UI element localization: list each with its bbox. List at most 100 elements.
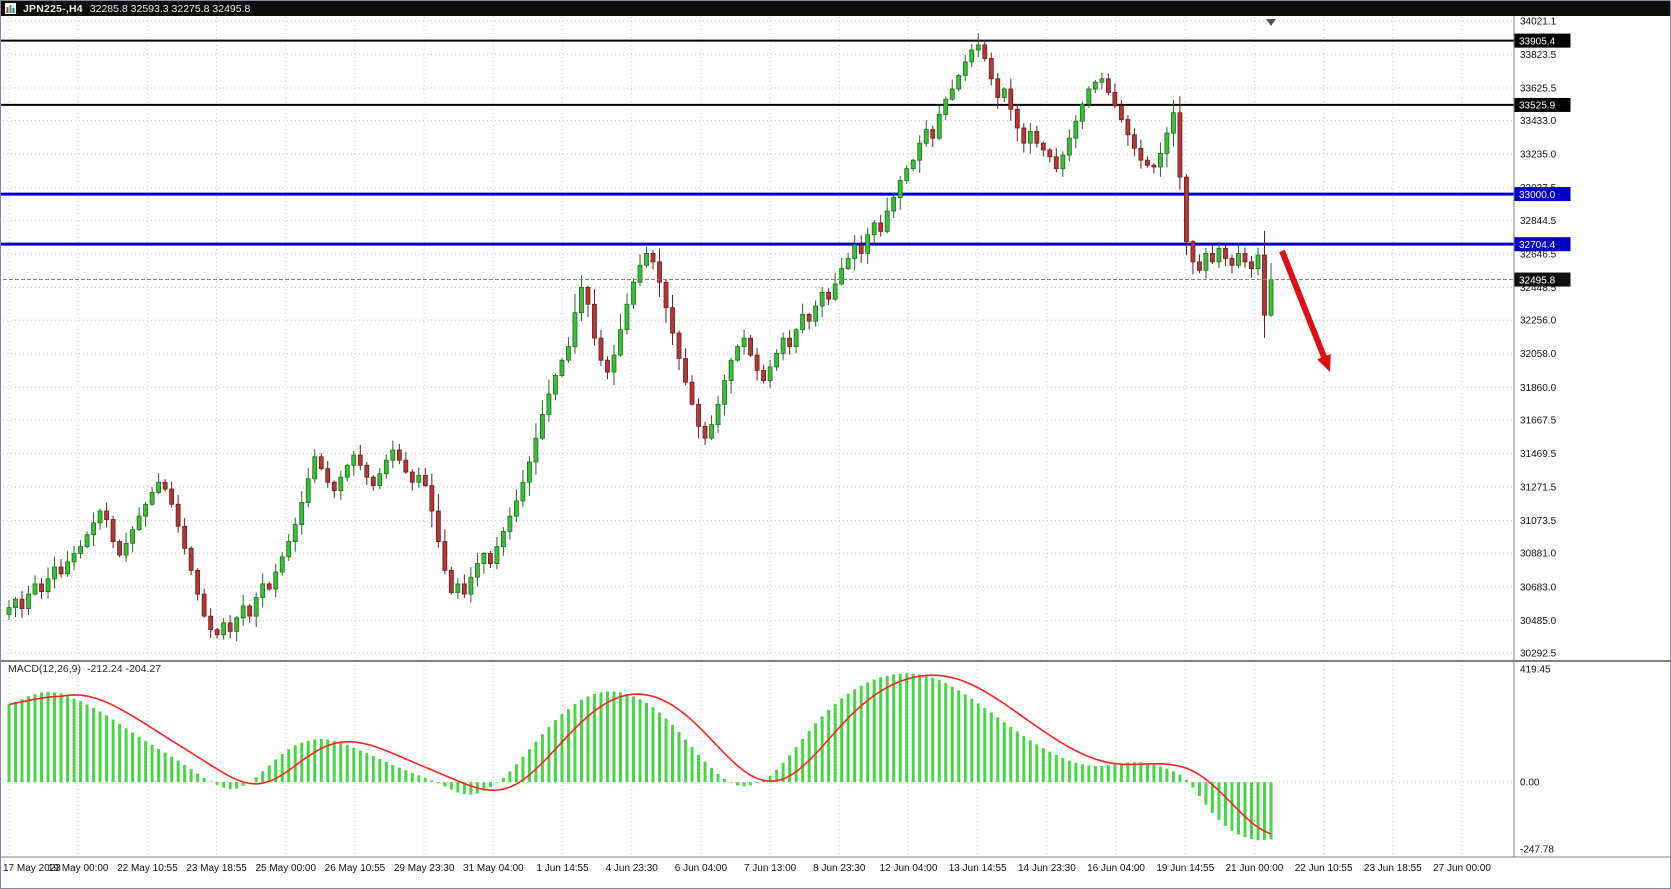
price-axis-label[interactable]: 32058.0 — [1520, 349, 1557, 360]
time-axis-label[interactable]: 13 Jun 14:55 — [949, 863, 1007, 874]
macd-values: -212.24 -204.27 — [86, 663, 162, 675]
time-axis-label[interactable]: 23 May 18:55 — [186, 863, 247, 874]
candle-body — [1138, 147, 1144, 161]
candle-body — [292, 524, 298, 542]
candle-body — [318, 456, 324, 470]
time-axis-label[interactable]: 17 May 2023 — [3, 863, 61, 874]
price-axis-label[interactable]: 33625.5 — [1520, 84, 1557, 95]
candle-body — [767, 366, 773, 381]
candle-body — [1125, 119, 1131, 136]
price-axis-label[interactable]: 32646.5 — [1520, 249, 1557, 260]
chart-shift-marker-icon[interactable] — [1266, 19, 1276, 26]
time-axis-label[interactable]: 21 Jun 00:00 — [1226, 863, 1284, 874]
time-axis-label[interactable]: 19 Jun 14:55 — [1156, 863, 1214, 874]
candle-body — [631, 281, 636, 305]
candle-body — [1242, 253, 1248, 263]
candle-body — [527, 461, 532, 483]
candle-body — [331, 481, 337, 492]
candle-body — [663, 281, 669, 309]
price-axis-label[interactable]: 30485.0 — [1520, 616, 1557, 627]
candle-body — [969, 49, 975, 63]
candle-body — [1047, 149, 1053, 158]
candle-body — [884, 210, 890, 232]
candle-body — [481, 553, 487, 564]
candle-body — [637, 264, 643, 283]
candle-body — [305, 478, 311, 503]
candle-body — [819, 291, 825, 307]
candle-body — [1177, 112, 1183, 178]
time-axis-label[interactable]: 12 Jun 04:00 — [880, 863, 938, 874]
candle-body — [618, 329, 623, 356]
candle-body — [774, 353, 780, 368]
price-axis-label[interactable]: 30881.0 — [1520, 549, 1557, 560]
price-axis-label[interactable]: 33235.0 — [1520, 150, 1557, 161]
time-axis-label[interactable]: 7 Jun 13:00 — [744, 863, 797, 874]
price-axis-label[interactable]: 33433.0 — [1520, 116, 1557, 127]
time-axis-label[interactable]: 22 May 10:55 — [117, 863, 178, 874]
candle-body — [156, 481, 162, 493]
candle-body — [435, 510, 441, 542]
candle-body — [234, 617, 240, 632]
candle-body — [461, 583, 467, 595]
candle-body — [351, 454, 357, 466]
price-axis-label[interactable]: 34021.1 — [1520, 17, 1557, 28]
candle-body — [78, 546, 83, 554]
candle-body — [396, 449, 402, 461]
candle-body — [58, 566, 64, 575]
time-axis-label[interactable]: 1 Jun 14:55 — [536, 863, 589, 874]
price-axis-label[interactable]: 31073.5 — [1520, 516, 1557, 527]
candle-body — [748, 337, 753, 356]
time-axis-label[interactable]: 19 May 00:00 — [48, 863, 109, 874]
time-axis-label[interactable]: 6 Jun 04:00 — [675, 863, 728, 874]
time-axis-label[interactable]: 8 Jun 23:30 — [813, 863, 866, 874]
time-axis-label[interactable]: 4 Jun 23:30 — [606, 863, 659, 874]
time-axis-label[interactable]: 14 Jun 23:30 — [1018, 863, 1076, 874]
candle-body — [1034, 130, 1040, 144]
candle-body — [787, 337, 793, 348]
candle-body — [260, 583, 266, 598]
candle-body — [936, 114, 942, 139]
current-price-badge-text: 32495.8 — [1519, 275, 1556, 286]
price-axis-label[interactable]: 32844.5 — [1520, 216, 1557, 227]
candle-body — [364, 464, 370, 478]
chart-icon — [5, 3, 16, 14]
price-axis-label[interactable]: 32448.5 — [1520, 283, 1557, 294]
candle-body — [579, 286, 584, 314]
time-axis-label[interactable]: 26 May 10:55 — [325, 863, 386, 874]
price-axis-label[interactable]: 32256.0 — [1520, 316, 1557, 327]
candle-body — [19, 598, 25, 609]
price-axis-label[interactable]: 31667.5 — [1520, 415, 1557, 426]
time-axis-label[interactable]: 22 Jun 10:55 — [1295, 863, 1353, 874]
candle-body — [1184, 176, 1189, 242]
price-axis-label[interactable]: 30292.5 — [1520, 649, 1557, 660]
macd-indicator-label: MACD(12,26,9) -212.24 -204.27 — [8, 663, 161, 675]
price-axis-label[interactable]: 31469.5 — [1520, 449, 1557, 460]
candle-body — [923, 129, 929, 144]
time-axis-label[interactable]: 29 May 23:30 — [394, 863, 455, 874]
candle-body — [338, 476, 344, 492]
time-axis-label[interactable]: 31 May 04:00 — [463, 863, 524, 874]
candle-body — [91, 522, 96, 536]
candle-body — [676, 332, 682, 359]
candle-body — [696, 403, 701, 427]
time-axis-label[interactable]: 27 Jun 00:00 — [1433, 863, 1491, 874]
price-line-badge-text: 33000.0 — [1519, 190, 1556, 201]
time-axis-label[interactable]: 16 Jun 04:00 — [1087, 863, 1145, 874]
price-axis-label[interactable]: 31271.5 — [1520, 483, 1557, 494]
current-price-badge — [1514, 272, 1571, 287]
time-axis-label[interactable]: 23 Jun 18:55 — [1364, 863, 1422, 874]
candle-body — [949, 88, 955, 100]
price-axis-label[interactable]: 33823.5 — [1520, 50, 1557, 61]
candle-body — [1073, 120, 1079, 139]
candle-body — [572, 312, 578, 348]
candle-body — [852, 244, 858, 259]
time-axis-label[interactable]: 25 May 00:00 — [255, 863, 316, 874]
candle-body — [917, 142, 923, 161]
candle-body — [650, 253, 656, 263]
price-axis-label[interactable]: 31860.0 — [1520, 383, 1557, 394]
trend-arrow-head[interactable] — [1317, 354, 1331, 372]
trend-arrow-shaft[interactable] — [1279, 249, 1329, 362]
price-axis-label[interactable]: 30683.0 — [1520, 582, 1557, 593]
candle-body — [1053, 156, 1059, 170]
